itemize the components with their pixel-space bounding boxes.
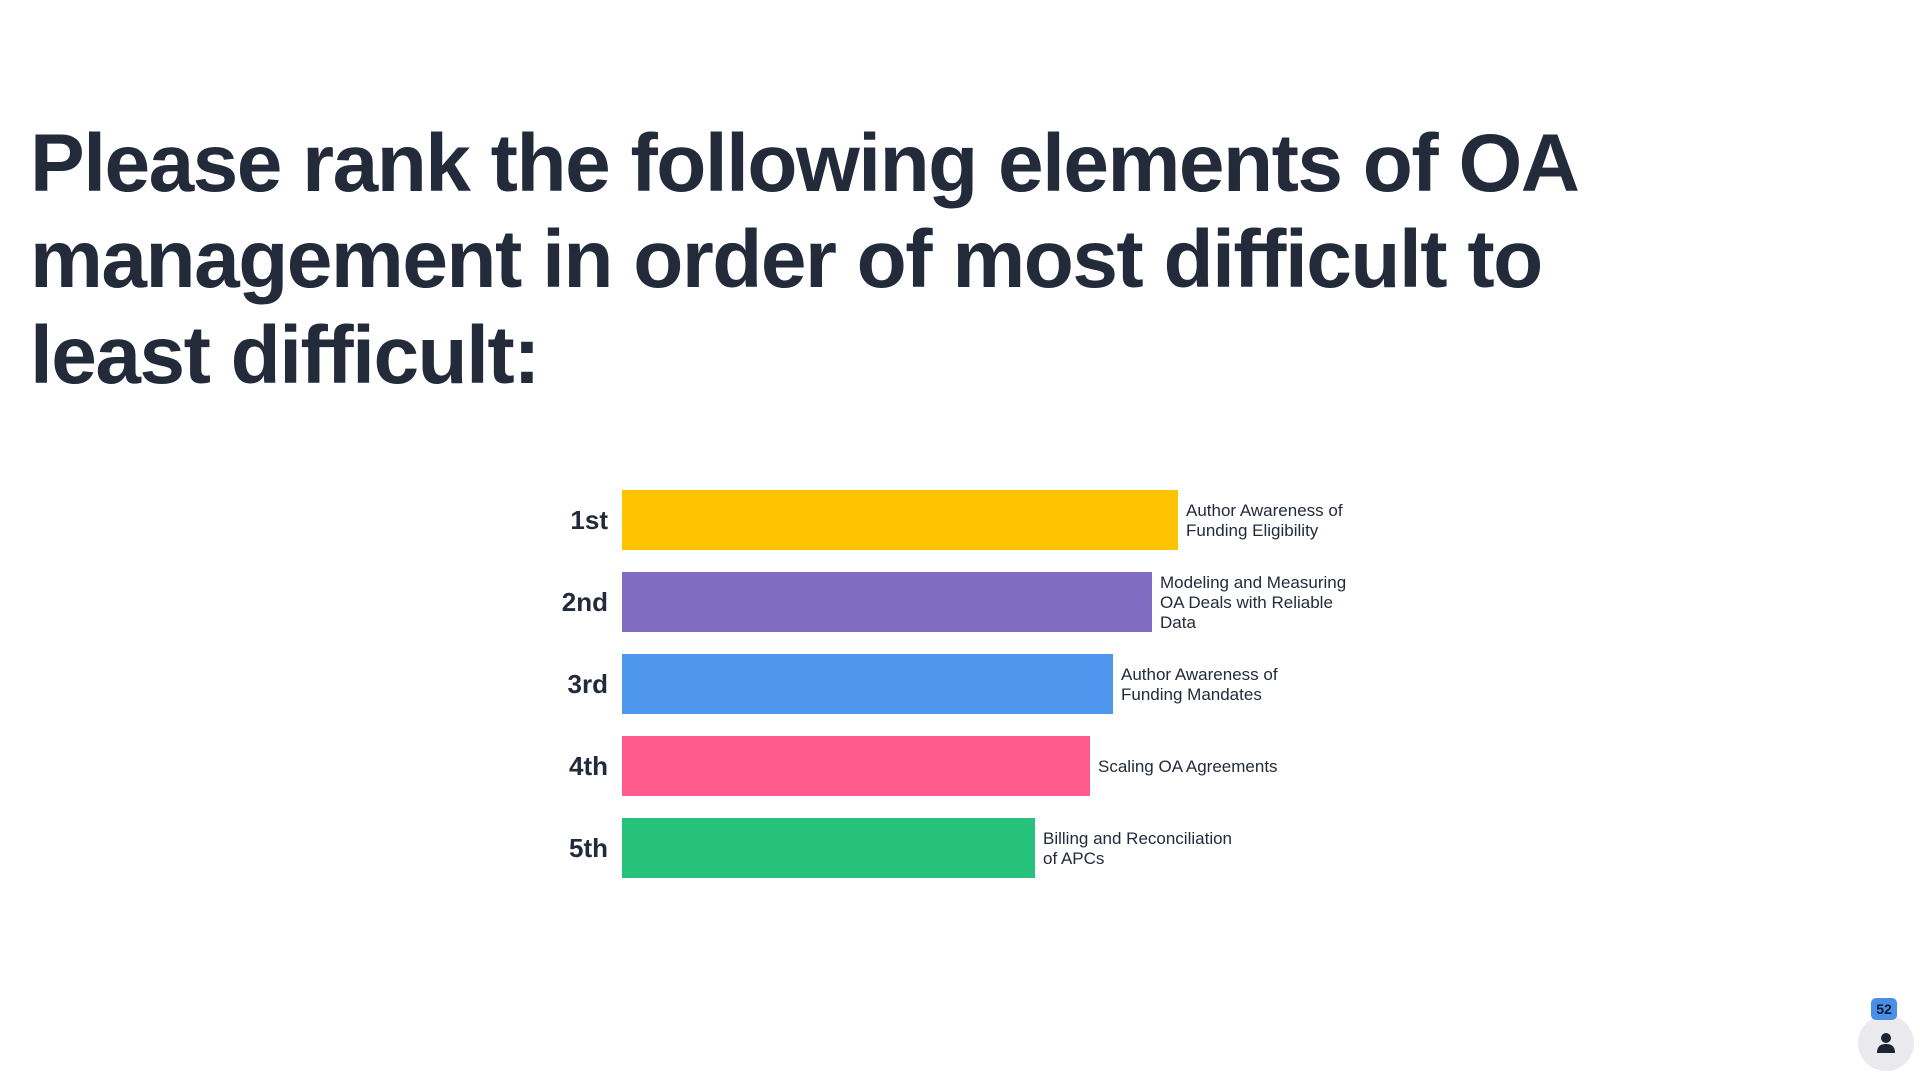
participants-button[interactable] bbox=[1858, 1015, 1914, 1071]
item-label: Billing and Reconciliation of APCs bbox=[1043, 829, 1232, 868]
rank-label: 3rd bbox=[568, 669, 608, 699]
ranking-bar bbox=[622, 654, 1113, 714]
rank-label: 4th bbox=[569, 751, 608, 781]
item-label: Author Awareness of Funding Eligibility bbox=[1186, 501, 1343, 540]
ranking-bar bbox=[622, 572, 1152, 632]
question-title: Please rank the following elements of OA… bbox=[30, 118, 1577, 401]
item-label: Author Awareness of Funding Mandates bbox=[1121, 665, 1278, 704]
person-icon bbox=[1877, 1033, 1895, 1053]
item-label: Modeling and Measuring OA Deals with Reli… bbox=[1160, 573, 1346, 632]
rank-label: 5th bbox=[569, 833, 608, 863]
ranking-bar bbox=[622, 490, 1178, 550]
rank-label: 1st bbox=[570, 505, 608, 535]
item-label: Scaling OA Agreements bbox=[1098, 757, 1278, 776]
rank-label: 2nd bbox=[562, 587, 608, 617]
ranking-bar bbox=[622, 818, 1035, 878]
participant-count-badge: 52 bbox=[1871, 998, 1897, 1020]
ranking-bar bbox=[622, 736, 1090, 796]
